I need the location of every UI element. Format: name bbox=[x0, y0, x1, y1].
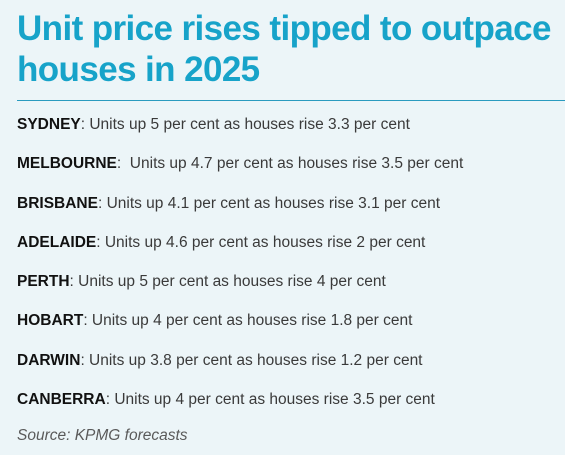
forecast-text: : Units up 4.1 per cent as houses rise 3… bbox=[97, 194, 441, 212]
list-item: CANBERRA: Units up 4 per cent as houses … bbox=[17, 389, 565, 428]
title-divider bbox=[17, 100, 565, 101]
city-name: HOBART bbox=[17, 312, 84, 330]
forecast-text: : Units up 4 per cent as houses rise 1.8… bbox=[83, 312, 413, 330]
city-name: BRISBANE bbox=[17, 194, 98, 212]
forecast-text: : Units up 5 per cent as houses rise 4 p… bbox=[69, 273, 386, 291]
list-item: HOBART: Units up 4 per cent as houses ri… bbox=[17, 310, 565, 349]
forecast-text: : Units up 4.6 per cent as houses rise 2… bbox=[96, 233, 426, 251]
list-item: BRISBANE: Units up 4.1 per cent as house… bbox=[17, 193, 565, 232]
list-item: ADELAIDE: Units up 4.6 per cent as house… bbox=[17, 232, 565, 271]
list-item: MELBOURNE: Units up 4.7 per cent as hous… bbox=[17, 153, 565, 192]
list-item: PERTH: Units up 5 per cent as houses ris… bbox=[17, 271, 565, 310]
city-name: PERTH bbox=[17, 273, 70, 291]
page-title: Unit price rises tipped to outpace house… bbox=[17, 9, 551, 89]
city-name: CANBERRA bbox=[17, 391, 106, 409]
forecast-list: SYDNEY: Units up 5 per cent as houses ri… bbox=[17, 114, 565, 428]
forecast-text: : Units up 4.7 per cent as houses rise 3… bbox=[116, 155, 464, 173]
city-name: SYDNEY bbox=[17, 116, 81, 133]
city-name: DARWIN bbox=[17, 351, 81, 369]
city-name: MELBOURNE bbox=[17, 155, 117, 173]
forecast-text: : Units up 3.8 per cent as houses rise 1… bbox=[80, 351, 423, 369]
forecast-text: : Units up 5 per cent as houses rise 3.3… bbox=[80, 116, 410, 133]
list-item: SYDNEY: Units up 5 per cent as houses ri… bbox=[17, 114, 565, 153]
city-name: ADELAIDE bbox=[17, 233, 97, 251]
list-item: DARWIN: Units up 3.8 per cent as houses … bbox=[17, 350, 565, 389]
forecast-text: : Units up 4 per cent as houses rise 3.5… bbox=[105, 391, 435, 409]
source-note: Source: KPMG forecasts bbox=[17, 427, 188, 444]
